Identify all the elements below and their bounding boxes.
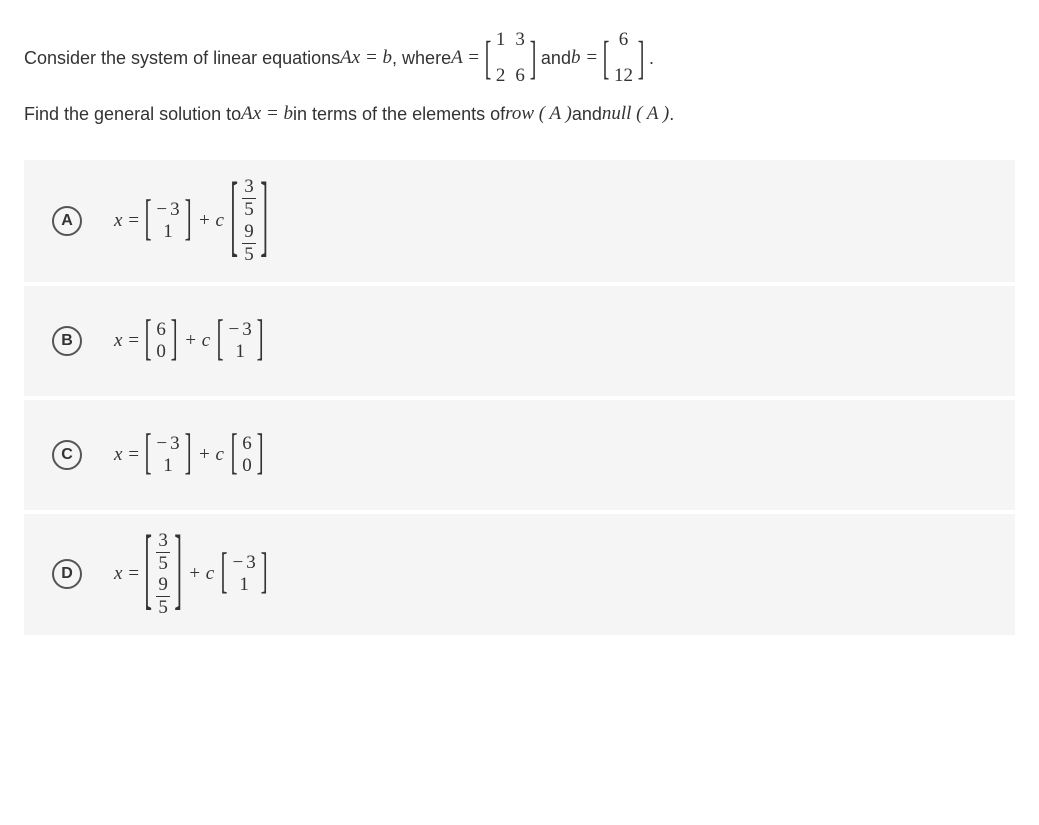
a-equals: A = bbox=[451, 40, 480, 76]
vector-2: [3595] bbox=[231, 174, 267, 267]
option-letter: D bbox=[52, 559, 82, 589]
text-segment: . bbox=[649, 41, 654, 75]
x-equals: x = bbox=[114, 330, 140, 352]
vector-1: [−31] bbox=[145, 197, 191, 245]
option-expression: x = [−31] + c [60] bbox=[114, 431, 268, 479]
equation-axb: Ax = b bbox=[340, 40, 392, 76]
x-equals: x = bbox=[114, 563, 140, 585]
plus-c: + c bbox=[188, 563, 214, 585]
matrix-a: [1326] bbox=[485, 20, 536, 96]
text-segment: . bbox=[669, 97, 674, 131]
vector-2: [−31] bbox=[221, 550, 267, 598]
vector-b: [612] bbox=[603, 20, 644, 96]
question-stem: Consider the system of linear equations … bbox=[24, 20, 1015, 132]
option-expression: x = [3595] + c [−31] bbox=[114, 528, 272, 621]
option-expression: x = [60] + c [−31] bbox=[114, 317, 268, 365]
text-segment: in terms of the elements of bbox=[293, 97, 505, 131]
vector-2: [−31] bbox=[217, 317, 263, 365]
text-segment: and bbox=[572, 97, 602, 131]
vector-1: [60] bbox=[145, 317, 177, 365]
option-letter: C bbox=[52, 440, 82, 470]
x-equals: x = bbox=[114, 210, 140, 232]
question-line-2: Find the general solution to Ax = b in t… bbox=[24, 96, 1015, 132]
row-a: row ( A ) bbox=[505, 96, 572, 132]
text-segment: Consider the system of linear equations bbox=[24, 41, 340, 75]
answer-options: A x = [−31] + c [3595] B x = [60] + c [−… bbox=[24, 160, 1015, 635]
equation-axb-2: Ax = b bbox=[241, 96, 293, 132]
plus-c: + c bbox=[198, 444, 224, 466]
option-c[interactable]: C x = [−31] + c [60] bbox=[24, 400, 1015, 510]
option-d[interactable]: D x = [3595] + c [−31] bbox=[24, 514, 1015, 635]
vector-2: [60] bbox=[231, 431, 263, 479]
plus-c: + c bbox=[198, 210, 224, 232]
vector-1: [−31] bbox=[145, 431, 191, 479]
question-line-1: Consider the system of linear equations … bbox=[24, 20, 1015, 96]
text-segment: and bbox=[541, 41, 571, 75]
null-a: null ( A ) bbox=[602, 96, 669, 132]
plus-c: + c bbox=[184, 330, 210, 352]
option-letter: B bbox=[52, 326, 82, 356]
text-segment: Find the general solution to bbox=[24, 97, 241, 131]
vector-1: [3595] bbox=[145, 528, 181, 621]
b-equals: b = bbox=[571, 40, 598, 76]
x-equals: x = bbox=[114, 444, 140, 466]
option-b[interactable]: B x = [60] + c [−31] bbox=[24, 286, 1015, 396]
text-segment: , where bbox=[392, 41, 451, 75]
option-a[interactable]: A x = [−31] + c [3595] bbox=[24, 160, 1015, 281]
option-expression: x = [−31] + c [3595] bbox=[114, 174, 272, 267]
option-letter: A bbox=[52, 206, 82, 236]
